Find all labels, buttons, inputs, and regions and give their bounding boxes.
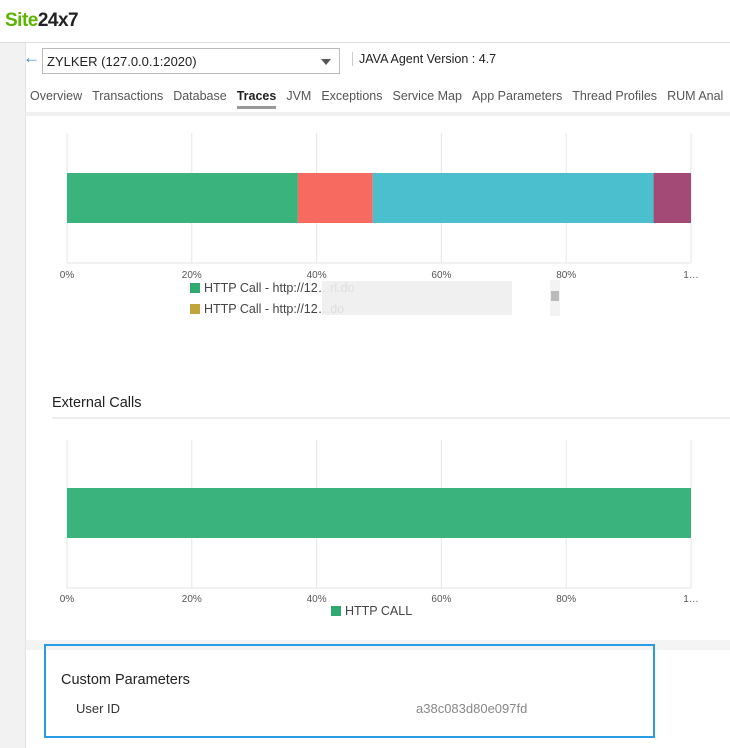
legend-swatch xyxy=(331,606,341,616)
logo[interactable]: Site24x7 xyxy=(5,10,79,32)
tab[interactable]: JVM xyxy=(286,89,312,103)
x-tick-label: 40% xyxy=(307,594,327,605)
x-tick-label: 20% xyxy=(182,594,202,605)
side-strip xyxy=(0,43,26,748)
monitor-select[interactable]: ZYLKER (127.0.0.1:2020) xyxy=(42,48,340,74)
x-tick-label: 40% xyxy=(307,270,327,281)
tab[interactable]: Traces xyxy=(236,89,277,109)
separator xyxy=(26,112,730,116)
bar-segment[interactable] xyxy=(67,173,298,223)
param-key: User ID xyxy=(76,701,121,716)
legend-label[interactable]: HTTP CALL xyxy=(345,604,412,618)
x-tick-label: 0% xyxy=(60,270,75,281)
bar-segment[interactable] xyxy=(372,173,654,223)
logo-site: Site xyxy=(5,10,38,31)
custom-parameters: Custom Parameters User ID a38c083d80e097… xyxy=(44,644,655,738)
back-arrow[interactable]: ← xyxy=(23,48,40,67)
x-tick-label: 60% xyxy=(431,270,451,281)
legend-scroll-thumb[interactable] xyxy=(551,291,559,301)
x-tick-label: 80% xyxy=(556,594,576,605)
logo-num: 24x7 xyxy=(37,10,79,31)
legend-swatch xyxy=(190,304,200,314)
x-tick-label: 1… xyxy=(683,594,699,605)
tab[interactable]: Thread Profiles xyxy=(572,89,658,103)
header: Site24x7 xyxy=(0,0,730,43)
redaction xyxy=(322,281,512,315)
bar-segment[interactable] xyxy=(297,173,373,223)
tabs: Overview Transactions Database Traces JVM Exc… xyxy=(30,89,730,111)
legend-label[interactable]: HTTP Call - http://12…rl.do xyxy=(204,281,355,295)
x-tick-label: 1… xyxy=(683,270,699,281)
legend-label[interactable]: HTTP Call - http://12…do xyxy=(204,302,344,316)
tab[interactable]: Transactions xyxy=(92,89,164,103)
x-tick-label: 20% xyxy=(182,270,202,281)
legend-swatch xyxy=(190,283,200,293)
param-value: a38c083d80e097fd xyxy=(416,701,528,716)
section-title: Custom Parameters xyxy=(61,672,190,688)
tab[interactable]: Database xyxy=(173,89,227,103)
bar-segment[interactable] xyxy=(67,488,691,538)
tab[interactable]: App Parameters xyxy=(471,89,563,103)
chart-title: External Calls xyxy=(52,395,141,411)
x-tick-label: 80% xyxy=(556,270,576,281)
tab[interactable]: Overview xyxy=(30,89,83,103)
tab[interactable]: Exceptions xyxy=(321,89,383,103)
bar-segment[interactable] xyxy=(653,173,691,223)
x-tick-label: 60% xyxy=(431,594,451,605)
tab[interactable]: RUM Anal xyxy=(667,89,724,103)
agent-version: JAVA Agent Version : 4.7 xyxy=(352,52,496,66)
tab[interactable]: Service Map xyxy=(392,89,462,103)
x-tick-label: 0% xyxy=(60,594,75,605)
